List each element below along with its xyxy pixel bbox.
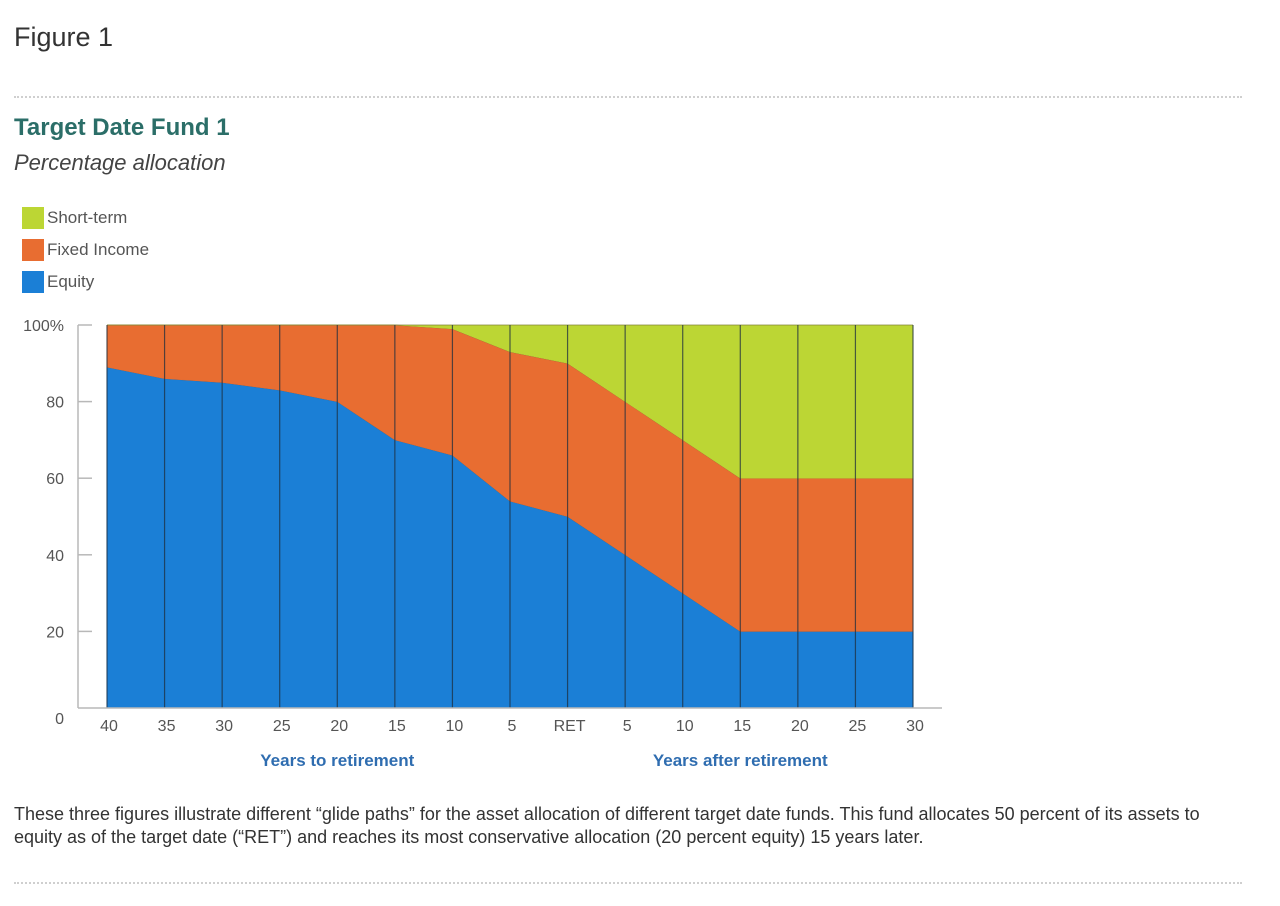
- x-tick-label: 40: [100, 718, 118, 735]
- x-tick-label: RET: [554, 718, 586, 735]
- legend-label: Fixed Income: [47, 240, 150, 259]
- y-tick-label: 20: [46, 624, 64, 641]
- x-tick-label: 25: [849, 718, 867, 735]
- x-tick-label: 25: [273, 718, 291, 735]
- glide-path-chart: 0 20 40 60 80 100% 40 35 30 25 20 15 10 5 RET 5 10 15 20 25…: [23, 318, 942, 770]
- y-tick-label: 40: [46, 548, 64, 565]
- x-tick-label: 30: [215, 718, 233, 735]
- x-tick-label: 5: [508, 718, 517, 735]
- x-tick-label: 15: [388, 718, 406, 735]
- x-tick-label: 15: [733, 718, 751, 735]
- figure-label: Figure 1: [14, 22, 114, 52]
- chart-title: Target Date Fund 1: [14, 114, 230, 141]
- y-tick-label: 60: [46, 471, 64, 488]
- x-tick-label: 10: [676, 718, 694, 735]
- x-tick-label: 20: [791, 718, 809, 735]
- bottom-divider: [14, 882, 1242, 884]
- figure-caption: These three figures illustrate different…: [14, 804, 1200, 847]
- legend-item-equity: Equity: [22, 266, 149, 298]
- x-group-label: Years after retirement: [653, 751, 828, 770]
- x-tick-label: 20: [330, 718, 348, 735]
- top-divider: [14, 96, 1242, 98]
- x-tick-label: 30: [906, 718, 924, 735]
- x-group-label: Years to retirement: [260, 751, 414, 770]
- legend-item-short-term: Short-term: [22, 202, 149, 234]
- legend-label: Equity: [47, 272, 95, 291]
- y-tick-label: 80: [46, 395, 64, 412]
- x-tick-label: 10: [446, 718, 464, 735]
- legend-swatch: [22, 239, 44, 261]
- chart-subtitle: Percentage allocation: [14, 150, 226, 175]
- legend-swatch: [22, 271, 44, 293]
- y-tick-label: 0: [55, 711, 64, 728]
- x-tick-label: 35: [158, 718, 176, 735]
- x-tick-label: 5: [623, 718, 632, 735]
- chart-legend: Short-term Fixed Income Equity: [22, 202, 149, 298]
- y-tick-label: 100%: [23, 318, 64, 335]
- legend-item-fixed-income: Fixed Income: [22, 234, 149, 266]
- legend-label: Short-term: [47, 208, 128, 227]
- legend-swatch: [22, 207, 44, 229]
